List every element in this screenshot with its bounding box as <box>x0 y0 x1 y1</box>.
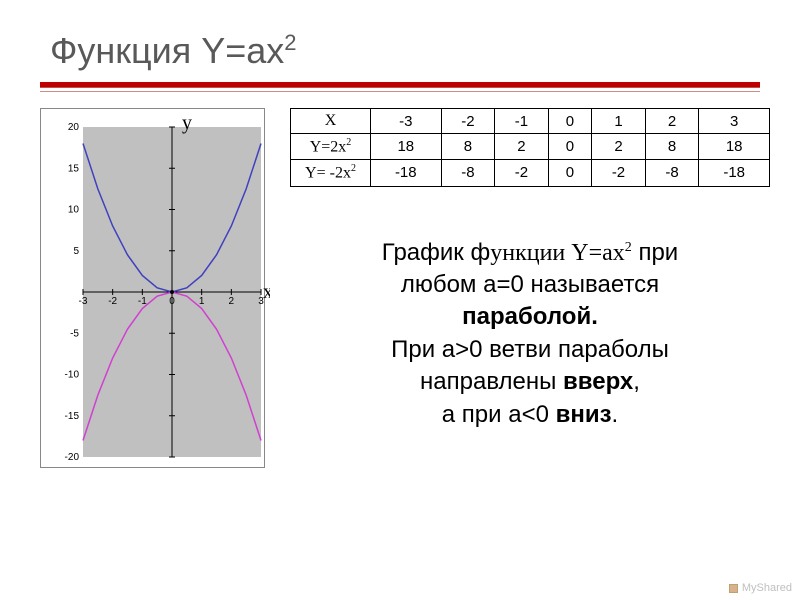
svg-text:2: 2 <box>229 296 235 307</box>
table-cell: 18 <box>371 134 442 160</box>
svg-text:-3: -3 <box>79 296 88 307</box>
table-cell: -1 <box>495 109 549 134</box>
svg-text:0: 0 <box>169 296 175 307</box>
explanation-text: График функции Y=ax2 прилюбом а=0 называ… <box>290 237 770 431</box>
table-cell: 2 <box>495 134 549 160</box>
table-cell: -2 <box>495 160 549 186</box>
table-cell: -18 <box>699 160 770 186</box>
table-cell: 3 <box>699 109 770 134</box>
svg-text:-15: -15 <box>65 411 80 422</box>
table-cell: 2 <box>645 109 699 134</box>
table-cell: 0 <box>548 109 591 134</box>
table-rowhead: Y=2x2 <box>291 134 371 160</box>
table-cell: 0 <box>548 160 591 186</box>
page-title: Функция Y=ax2 <box>50 30 800 72</box>
table-cell: 18 <box>699 134 770 160</box>
svg-text:y: y <box>182 113 192 134</box>
footer-watermark: MyShared <box>729 582 792 594</box>
table-cell: -8 <box>441 160 495 186</box>
svg-text:-10: -10 <box>65 370 80 381</box>
table-cell: -3 <box>371 109 442 134</box>
parabola-chart: -20-15-10-55101520-3-2-10123yx <box>40 108 265 468</box>
footer-text: MyShared <box>742 582 792 594</box>
table-cell: -8 <box>645 160 699 186</box>
svg-text:10: 10 <box>68 205 80 216</box>
svg-text:-5: -5 <box>70 328 79 339</box>
svg-text:x: x <box>263 281 270 303</box>
table-cell: -18 <box>371 160 442 186</box>
table-rowhead: X <box>291 109 371 134</box>
values-table: X-3-2-10123Y=2x2188202818Y= -2x2-18-8-20… <box>290 108 770 187</box>
svg-text:20: 20 <box>68 122 80 133</box>
svg-text:-2: -2 <box>108 296 117 307</box>
table-cell: 8 <box>441 134 495 160</box>
table-cell: 1 <box>592 109 646 134</box>
table-cell: 8 <box>645 134 699 160</box>
table-cell: -2 <box>441 109 495 134</box>
svg-text:-20: -20 <box>65 452 80 463</box>
svg-text:5: 5 <box>73 246 79 257</box>
table-cell: 2 <box>592 134 646 160</box>
table-rowhead: Y= -2x2 <box>291 160 371 186</box>
table-cell: -2 <box>592 160 646 186</box>
svg-text:15: 15 <box>68 163 80 174</box>
footer-icon <box>729 584 738 593</box>
svg-text:1: 1 <box>199 296 205 307</box>
table-cell: 0 <box>548 134 591 160</box>
